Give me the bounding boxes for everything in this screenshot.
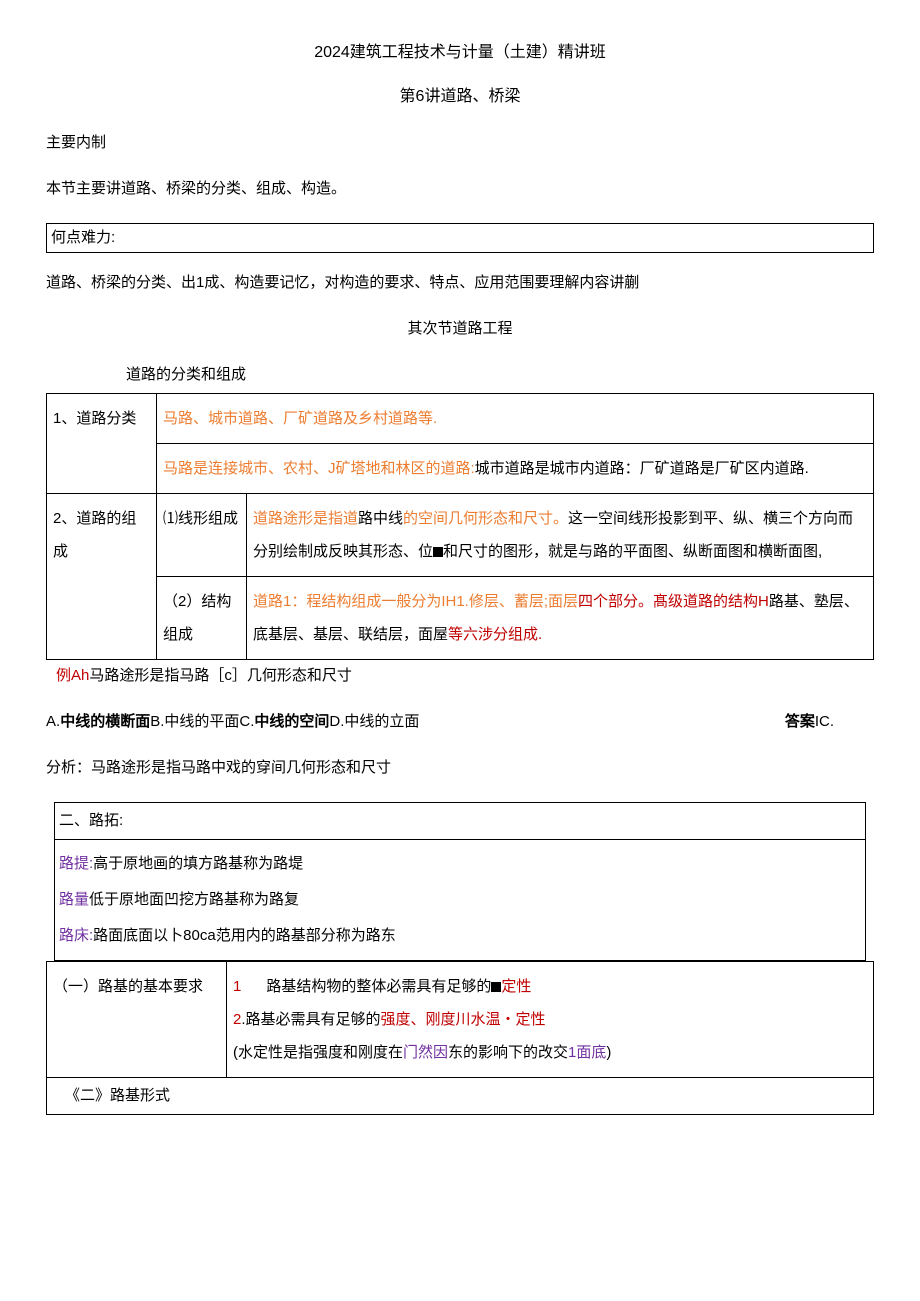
t3-t1b: 定性 xyxy=(501,978,531,995)
intro-line2: 道路、桥梁的分类、出1成、构造要记忆，对构造的要求、特点、应用范围要理解内容讲蒯 xyxy=(46,271,874,295)
opt-a-pre: A. xyxy=(46,713,60,730)
t1-r1c1: 1、道路分类 xyxy=(47,394,157,494)
t2-l3a: 路床: xyxy=(59,927,93,944)
answer-val: IC. xyxy=(815,713,834,730)
t3-r1c2: 1 路基结构物的整体必需具有足够的定性 2.路基必需具有足够的强度、刚度川水温・… xyxy=(227,962,874,1078)
t3-r1c1: （一）路基的基本要求 xyxy=(47,962,227,1078)
t3-t3a: (水定性是指强度和刚度在 xyxy=(233,1044,403,1061)
t2-body: 路提:高于原地画的填方路基称为路堤 路量低于原地面凹挖方路基称为路复 路床:路面… xyxy=(54,839,866,961)
doc-title: 2024建筑工程技术与计量（土建）精讲班 xyxy=(46,40,874,66)
t2-l2a: 路量 xyxy=(59,891,89,908)
t3-t3e: ) xyxy=(606,1044,611,1061)
t1-r4c3: 道路1：程结构组成一般分为IH1.修层、蓄层;面层四个部分。髙级道路的结构H路基… xyxy=(247,577,874,660)
t1-r4c3b: 四个部分。髙级道路的结构H xyxy=(578,593,769,610)
t2-l2b: 低于原地面凹挖方路基称为路复 xyxy=(89,891,299,908)
t1-r3c2: ⑴线形组成 xyxy=(157,494,247,577)
opt-c: 中线的空间 xyxy=(254,713,329,730)
example-prefix: 例Ah xyxy=(56,667,89,684)
t3-t3c: 东的影响下的改交 xyxy=(448,1044,568,1061)
difficulty-box: 何点难力: xyxy=(46,223,874,253)
classification-table: 1、道路分类 马路、城市道路、厂矿道路及乡村道路等. 马路是连接城市、农村、J矿… xyxy=(46,393,874,660)
t2-header: 二、路拓: xyxy=(54,802,866,839)
answer-label: 答案 xyxy=(785,713,815,730)
options: A.中线的横断面B.中线的平面C.中线的空间D.中线的立面 xyxy=(46,710,419,734)
t2-l1a: 路提: xyxy=(59,855,93,872)
requirements-table: （一）路基的基本要求 1 路基结构物的整体必需具有足够的定性 2.路基必需具有足… xyxy=(46,961,874,1078)
t1-r3c3b: 路中线 xyxy=(358,510,403,527)
opt-d: D.中线的立面 xyxy=(329,713,419,730)
t1-r3c3e: 和尺寸的图形，就是与路的平面图、纵断面图和横断面图, xyxy=(443,543,822,560)
options-row: A.中线的横断面B.中线的平面C.中线的空间D.中线的立面 答案IC. xyxy=(46,710,874,734)
intro-label: 主要内制 xyxy=(46,131,874,155)
black-square-icon xyxy=(433,547,443,557)
black-square-icon-2 xyxy=(491,982,501,992)
t1-r3c3: 道路途形是指道路中线的空间几何形态和尺寸。这一空间线形投影到平、纵、横三个方向而… xyxy=(247,494,874,577)
analysis: 分析：马路途形是指马路中戏的穿间几何形态和尺寸 xyxy=(46,756,874,780)
section-heading: 其次节道路工程 xyxy=(46,317,874,341)
t1-r2c2a: 马路是连接城市、农村、J矿塔地和林区的道路: xyxy=(163,460,475,477)
answer: 答案IC. xyxy=(785,710,834,734)
opt-a: 中线的横断面 xyxy=(60,713,150,730)
opt-b: B.中线的平面C. xyxy=(150,713,254,730)
t1-r1c2: 马路、城市道路、厂矿道路及乡村道路等. xyxy=(157,394,874,444)
example-body: 马路途形是指马路［c］几何形态和尺寸 xyxy=(89,667,352,684)
t1-r4c3a: 道路1：程结构组成一般分为IH1.修层、蓄层;面层 xyxy=(253,593,578,610)
intro-text: 本节主要讲道路、桥梁的分类、组成、构造。 xyxy=(46,177,874,201)
doc-subtitle: 第6讲道路、桥梁 xyxy=(46,84,874,110)
section-sub: 道路的分类和组成 xyxy=(126,363,874,387)
t1-r4c2: （2）结构组成 xyxy=(157,577,247,660)
t1-r2c2b: 城市道路是城市内道路：厂矿道路是厂矿区内道路. xyxy=(475,460,809,477)
t2-l1b: 高于原地画的填方路基称为路堤 xyxy=(93,855,303,872)
t1-r3c1: 2、道路的组成 xyxy=(47,494,157,660)
t3-t3d: 1面底 xyxy=(568,1044,606,1061)
t1-r4c3d: 等六涉分组成. xyxy=(448,626,542,643)
t1-r3c3c: 的空间几何形态和尺寸。 xyxy=(403,510,568,527)
t1-r1c2-text: 马路、城市道路、厂矿道路及乡村道路等. xyxy=(163,410,437,427)
t3-t3b: 门然因 xyxy=(403,1044,448,1061)
t3-n1: 1 xyxy=(233,978,241,995)
t1-r3c3a: 道路途形是指道 xyxy=(253,510,358,527)
t3-t2a: .路基必需具有足够的 xyxy=(241,1011,380,1028)
t3-t2b: 强度、刚度川水温・定性 xyxy=(381,1011,546,1028)
t3-t1a: 路基结构物的整体必需具有足够的 xyxy=(266,978,491,995)
t3-r2: 《二》路基形式 xyxy=(46,1078,874,1115)
example-line: 例Ah马路途形是指马路［c］几何形态和尺寸 xyxy=(56,664,874,688)
t1-r2c2: 马路是连接城市、农村、J矿塔地和林区的道路:城市道路是城市内道路：厂矿道路是厂矿… xyxy=(157,444,874,494)
t2-l3b: 路面底面以卜80ca范用内的路基部分称为路东 xyxy=(93,927,396,944)
